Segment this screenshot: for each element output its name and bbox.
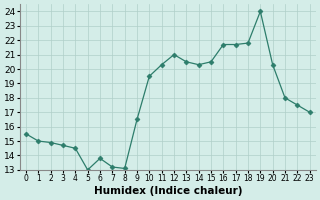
X-axis label: Humidex (Indice chaleur): Humidex (Indice chaleur) [93, 186, 242, 196]
